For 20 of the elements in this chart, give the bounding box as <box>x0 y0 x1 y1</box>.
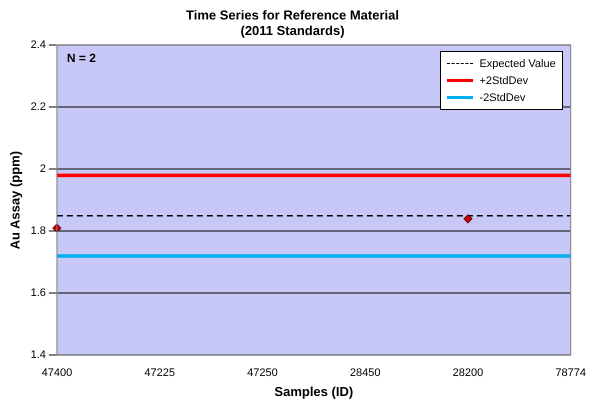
legend-label: Expected Value <box>478 56 556 72</box>
x-tick-label: 47225 <box>144 366 175 379</box>
y-tick-label: 1.6 <box>30 287 46 300</box>
annotation: N = 2 <box>66 51 96 66</box>
y-tick-label: 1.4 <box>30 349 46 362</box>
y-tick-label: 2.2 <box>30 101 46 114</box>
x-tick-label: 78774 <box>555 366 586 379</box>
chart-title: Time Series for Reference Material <box>186 7 399 22</box>
x-tick-label: 47400 <box>42 366 72 379</box>
y-tick-label: 2 <box>40 163 46 176</box>
y-axis-title: Au Assay (ppm) <box>7 150 22 250</box>
y-tick-label: 2.4 <box>30 39 46 52</box>
x-tick-label: 47250 <box>247 366 278 379</box>
legend-label: +2StdDev <box>478 74 530 89</box>
x-tick-label: 28450 <box>350 366 380 379</box>
x-axis-title: Samples (ID) <box>274 384 354 399</box>
x-tick-label: 28200 <box>452 366 484 379</box>
y-tick-label: 1.8 <box>30 225 46 238</box>
legend-label: -2StdDev <box>478 90 526 106</box>
chart-subtitle: (2011 Standards) <box>240 22 345 38</box>
